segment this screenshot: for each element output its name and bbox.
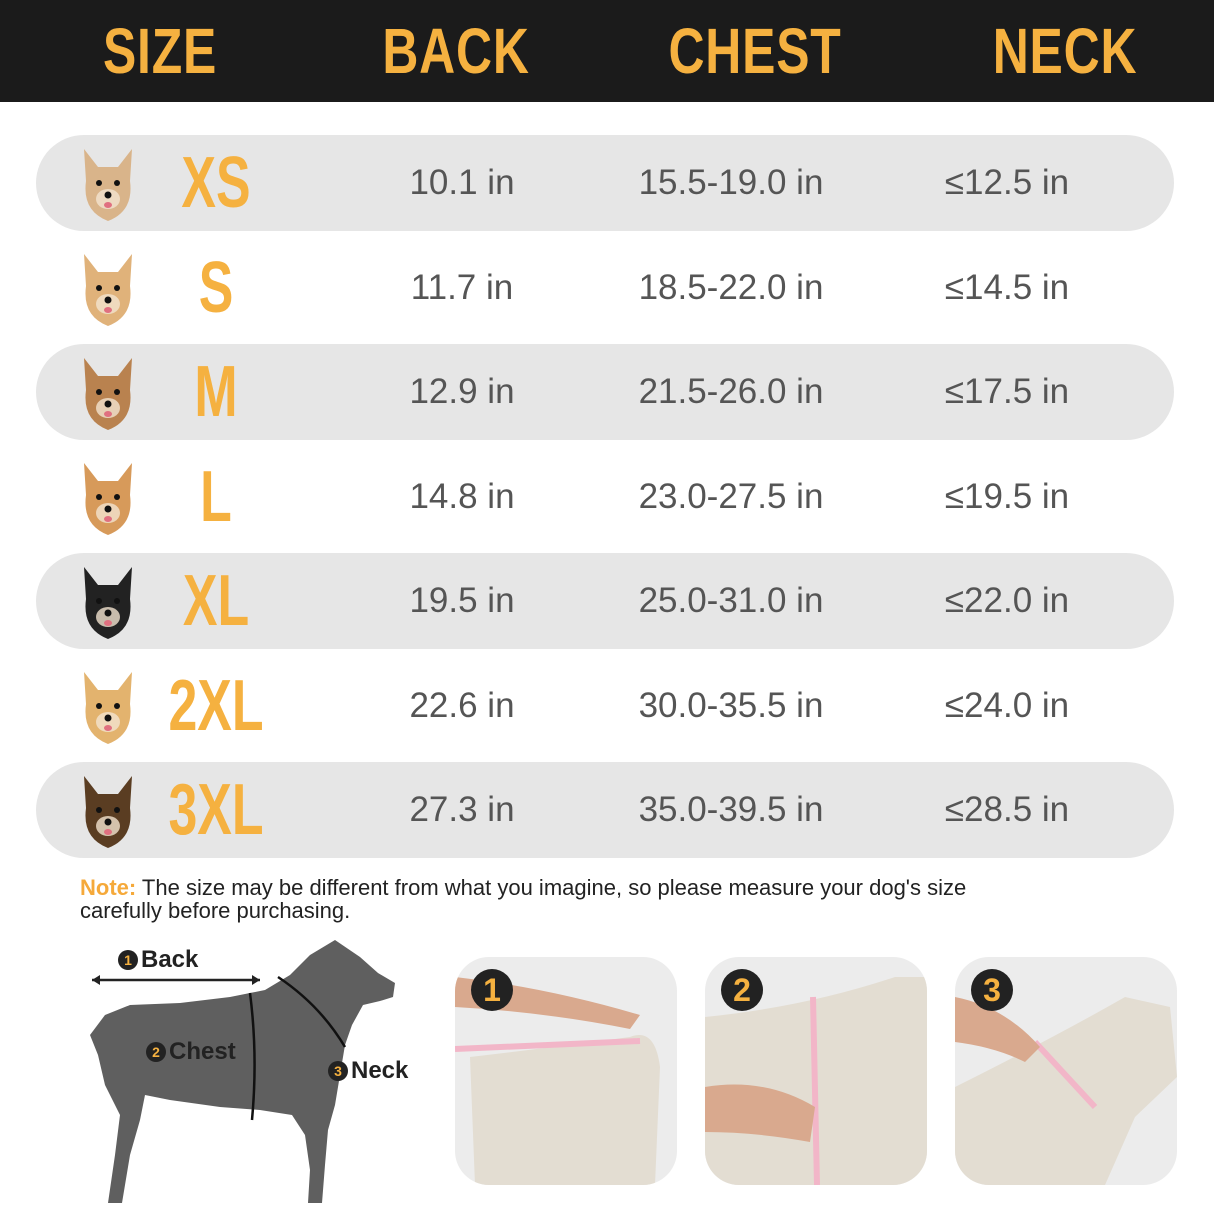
neck-value: ≤28.5 in: [944, 790, 1070, 829]
size-label: 3XL: [168, 770, 264, 850]
dog-photo-corgi: [84, 462, 132, 535]
size-label: XL: [182, 561, 250, 641]
chest-value: 18.5-22.0 in: [638, 267, 824, 307]
neck-value: ≤12.5 in: [944, 163, 1070, 202]
size-row: XL 19.5 in 25.0-31.0 in ≤22.0 in: [36, 553, 1174, 649]
note: Note: The size may be different from wha…: [80, 876, 1030, 922]
dog-photo-cavapoo: [84, 253, 132, 326]
chest-value: 30.0-35.5 in: [638, 685, 824, 725]
chest-value: 25.0-31.0 in: [638, 581, 824, 620]
dog-silhouette-diagram: [90, 940, 395, 1203]
step-number: 1: [471, 969, 513, 1011]
back-value: 11.7 in: [410, 267, 514, 307]
chest-value: 15.5-19.0 in: [638, 163, 824, 202]
neck-value: ≤14.5 in: [944, 267, 1070, 307]
size-label: S: [198, 247, 234, 328]
dog-photo-golden-retriever: [84, 671, 132, 744]
chest-value: 21.5-26.0 in: [638, 372, 824, 411]
step-chest-photo: 2: [705, 957, 927, 1185]
size-row: S 11.7 in 18.5-22.0 in ≤14.5 in: [36, 240, 1174, 336]
col-back: BACK: [382, 15, 530, 87]
dog-photo-poodle: [84, 358, 132, 430]
back-value: 22.6 in: [409, 685, 515, 725]
dog-photo-german-shepherd: [84, 776, 132, 848]
header-bar: SIZE BACK CHEST NECK: [0, 0, 1214, 102]
size-row: 3XL 27.3 in 35.0-39.5 in ≤28.5 in: [36, 762, 1174, 858]
col-chest: CHEST: [668, 15, 842, 87]
note-label: Note:: [80, 875, 137, 900]
back-value: 10.1 in: [409, 163, 515, 202]
back-value: 27.3 in: [409, 790, 515, 829]
size-label: XS: [181, 143, 251, 223]
step-number: 3: [971, 969, 1013, 1011]
col-neck: NECK: [992, 15, 1138, 87]
chest-value: 23.0-27.5 in: [638, 476, 824, 516]
size-row: L 14.8 in 23.0-27.5 in ≤19.5 in: [36, 449, 1174, 545]
col-size: SIZE: [102, 15, 218, 87]
back-value: 14.8 in: [409, 476, 515, 516]
neck-value: ≤22.0 in: [944, 581, 1070, 620]
note-text: The size may be different from what you …: [80, 875, 967, 923]
back-value: 19.5 in: [409, 581, 515, 620]
size-row: 2XL 22.6 in 30.0-35.5 in ≤24.0 in: [36, 658, 1174, 754]
neck-value: ≤24.0 in: [944, 685, 1070, 725]
size-label: L: [200, 456, 232, 537]
step-neck-photo: 3: [955, 957, 1177, 1185]
size-label: M: [194, 352, 238, 432]
size-row: M 12.9 in 21.5-26.0 in ≤17.5 in: [36, 344, 1174, 440]
dog-photo-border-collie: [84, 567, 132, 639]
size-label: 2XL: [168, 665, 264, 746]
neck-value: ≤19.5 in: [944, 476, 1070, 516]
label-back: 1 Back: [118, 946, 198, 974]
neck-value: ≤17.5 in: [944, 372, 1070, 411]
chest-value: 35.0-39.5 in: [638, 790, 824, 829]
step-back-photo: 1: [455, 957, 677, 1185]
label-neck: 3 Neck: [328, 1057, 408, 1085]
back-value: 12.9 in: [409, 372, 515, 411]
dog-photo-chihuahua: [84, 149, 132, 221]
dog-silhouette: [90, 940, 395, 1203]
label-chest: 2 Chest: [146, 1038, 236, 1066]
size-row: XS 10.1 in 15.5-19.0 in ≤12.5 in: [36, 135, 1174, 231]
step-number: 2: [721, 969, 763, 1011]
